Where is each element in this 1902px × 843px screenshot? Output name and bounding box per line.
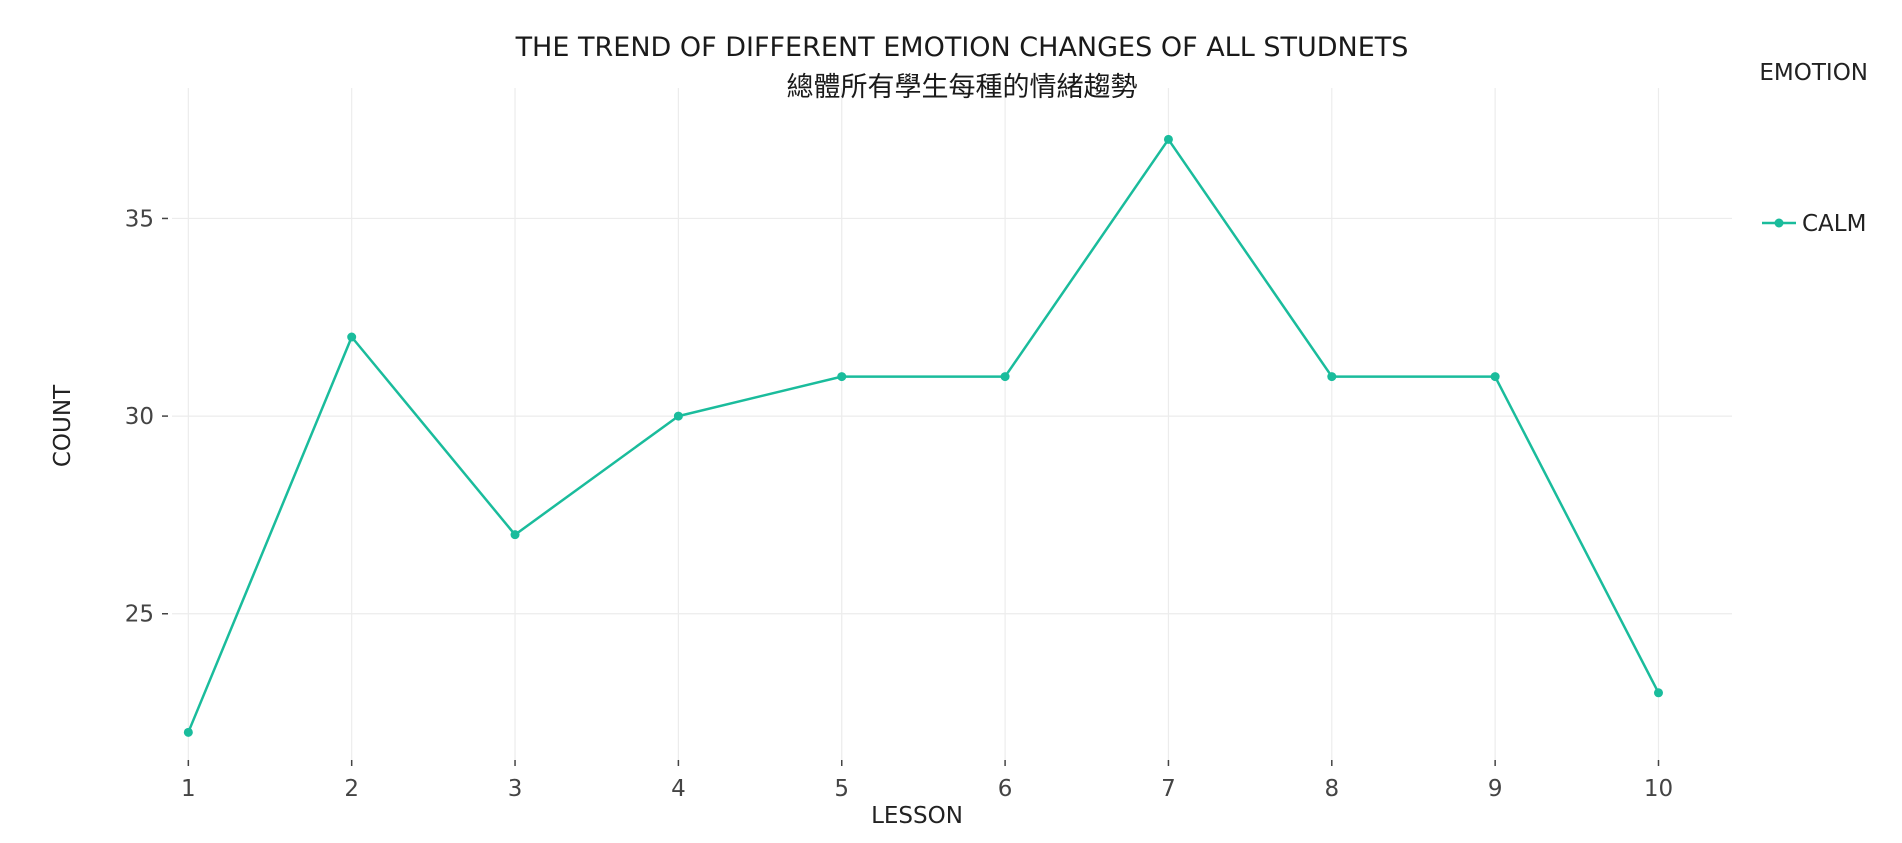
x-tick-label: 1 [181, 776, 196, 802]
data-point [673, 411, 683, 421]
data-point [837, 372, 847, 382]
y-axis-title: COUNT [50, 384, 76, 467]
x-tick-label: 10 [1644, 776, 1673, 802]
x-tick-label: 3 [508, 776, 523, 802]
x-tick-label: 9 [1488, 776, 1503, 802]
x-axis-title: LESSON [871, 803, 963, 829]
legend: CALM [1762, 211, 1866, 237]
chart-subtitle: 總體所有學生每種的情緒趨勢 [787, 72, 1138, 103]
y-tick-label: 25 [125, 602, 154, 628]
grid [172, 88, 1732, 760]
legend-marker-calm [1774, 218, 1784, 228]
x-tick-label: 4 [671, 776, 686, 802]
legend-label-calm: CALM [1802, 211, 1866, 237]
x-tick-label: 8 [1324, 776, 1339, 802]
y-tick-label: 30 [125, 404, 154, 430]
x-tick-label: 2 [344, 776, 359, 802]
data-point [347, 332, 357, 342]
data-point [183, 727, 193, 737]
legend-title: EMOTION [1759, 60, 1868, 86]
x-tick-label: 5 [834, 776, 849, 802]
chart-title: THE TREND OF DIFFERENT EMOTION CHANGES O… [515, 32, 1409, 63]
data-point [1327, 372, 1337, 382]
data-point [1163, 134, 1173, 144]
y-tick-label: 35 [125, 206, 154, 232]
series-line-calm [187, 138, 1660, 733]
data-point [1000, 372, 1010, 382]
x-tick-label: 7 [1161, 776, 1176, 802]
x-tick-label: 6 [998, 776, 1013, 802]
data-point [510, 530, 520, 540]
data-point [1653, 688, 1663, 698]
series-layer [183, 134, 1663, 737]
data-point [1490, 372, 1500, 382]
tick-labels: 1 2 3 4 5 6 7 8 9 10 25 30 35 [125, 206, 1673, 802]
